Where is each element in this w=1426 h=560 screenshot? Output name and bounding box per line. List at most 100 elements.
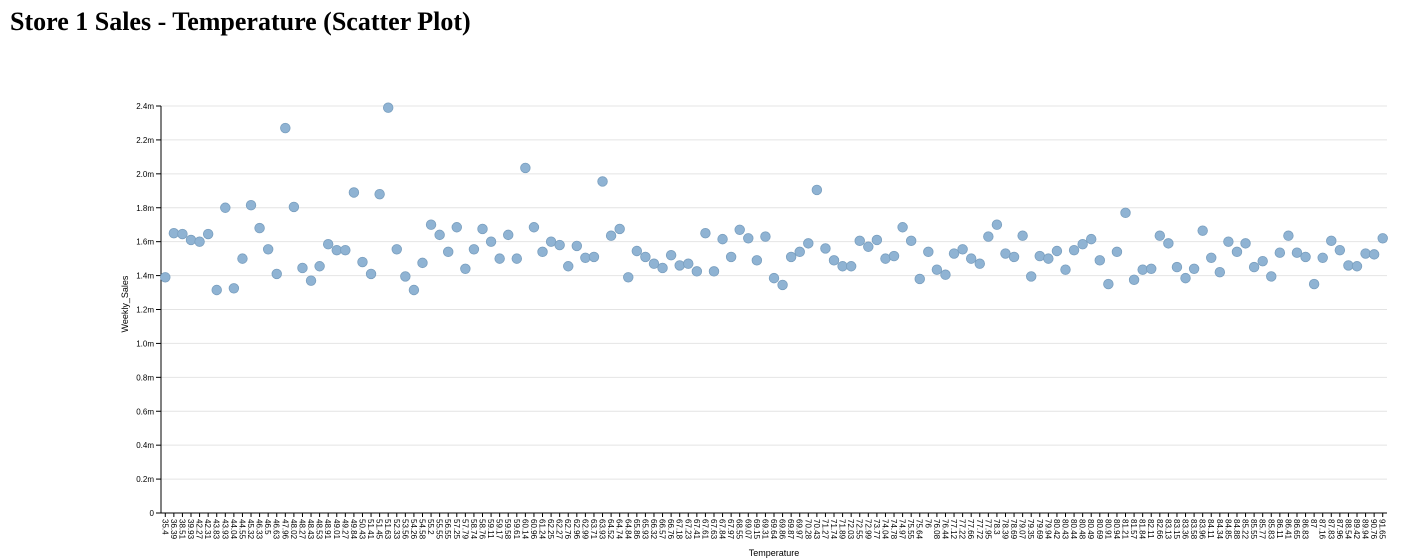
x-tick-label: 57.79 bbox=[460, 519, 469, 540]
x-tick-label: 43.93 bbox=[220, 519, 229, 540]
point bbox=[1231, 246, 1243, 258]
x-tick-label: 62.96 bbox=[572, 519, 581, 540]
point bbox=[905, 235, 917, 247]
x-tick-label: 67.23 bbox=[683, 519, 692, 540]
x-tick-label: 55.55 bbox=[435, 519, 444, 540]
point bbox=[503, 229, 514, 241]
x-tick-label: 83.36 bbox=[1181, 519, 1190, 540]
point bbox=[871, 234, 883, 246]
x-tick-label: 69.87 bbox=[786, 519, 795, 540]
point bbox=[1377, 233, 1388, 244]
x-tick-label: 54.58 bbox=[417, 519, 426, 540]
y-tick-label: 0 bbox=[150, 509, 155, 518]
x-tick-label: 60.96 bbox=[529, 519, 538, 540]
x-tick-label: 62.25 bbox=[546, 519, 555, 540]
x-tick-label: 62.76 bbox=[563, 519, 572, 540]
y-tick-label: 1.2m bbox=[136, 306, 154, 315]
point bbox=[760, 231, 771, 242]
x-tick-label: 84.88 bbox=[1232, 519, 1241, 540]
x-tick-label: 89.42 bbox=[1352, 519, 1361, 540]
point bbox=[863, 241, 874, 252]
x-tick-label: 63.71 bbox=[589, 519, 598, 540]
x-tick-label: 67.41 bbox=[692, 519, 701, 540]
x-tick-label: 78.39 bbox=[1000, 519, 1009, 540]
x-tick-label: 51.63 bbox=[383, 519, 392, 540]
point bbox=[168, 227, 180, 239]
x-tick-label: 75.55 bbox=[906, 519, 915, 540]
point bbox=[717, 233, 728, 245]
point bbox=[648, 258, 660, 269]
point bbox=[160, 272, 171, 283]
x-tick-label: 83.96 bbox=[1198, 519, 1207, 540]
point bbox=[1223, 236, 1234, 247]
x-tick-label: 78.69 bbox=[1009, 519, 1018, 540]
point bbox=[888, 250, 900, 262]
point bbox=[794, 246, 805, 258]
point bbox=[665, 250, 677, 261]
point bbox=[537, 246, 548, 258]
point bbox=[1034, 250, 1045, 262]
point bbox=[957, 244, 968, 255]
point bbox=[563, 261, 574, 272]
x-tick-label: 66.32 bbox=[649, 519, 658, 540]
x-tick-label: 80.49 bbox=[1086, 519, 1095, 540]
x-tick-label: 69.07 bbox=[743, 519, 752, 540]
point bbox=[768, 272, 780, 284]
point bbox=[228, 283, 240, 294]
point bbox=[623, 272, 634, 283]
x-tick-label: 77.22 bbox=[958, 519, 967, 540]
x-tick-label: 59.17 bbox=[495, 519, 504, 540]
x-tick-label: 44.55 bbox=[237, 519, 246, 540]
x-tick-label: 85.77 bbox=[1258, 519, 1267, 540]
x-tick-label: 57.25 bbox=[452, 519, 461, 540]
x-tick-label: 67.18 bbox=[675, 519, 684, 540]
point bbox=[1008, 251, 1020, 263]
point bbox=[811, 184, 823, 196]
point bbox=[991, 219, 1003, 230]
y-tick-label: 2.0m bbox=[136, 170, 154, 179]
x-tick-label: 83.58 bbox=[1189, 519, 1198, 540]
x-tick-label: 81.84 bbox=[1138, 519, 1147, 540]
point bbox=[1188, 263, 1200, 275]
point bbox=[674, 260, 685, 271]
x-tick-label: 68.55 bbox=[735, 519, 744, 540]
point bbox=[1051, 245, 1063, 257]
point bbox=[331, 244, 342, 256]
point bbox=[1334, 244, 1346, 256]
point bbox=[1368, 249, 1380, 260]
point bbox=[1163, 238, 1174, 249]
x-tick-label: 42.31 bbox=[203, 519, 212, 540]
x-tick-label: 65.93 bbox=[640, 519, 649, 540]
x-tick-label: 79.94 bbox=[1043, 519, 1052, 540]
point bbox=[923, 246, 934, 258]
x-tick-label: 80.94 bbox=[1112, 519, 1121, 540]
point bbox=[700, 227, 711, 239]
x-tick-label: 48.53 bbox=[315, 519, 324, 540]
point bbox=[391, 244, 402, 255]
x-tick-label: 82.66 bbox=[1155, 519, 1164, 540]
point bbox=[743, 233, 754, 244]
x-tick-label: 81.57 bbox=[1129, 519, 1138, 540]
point bbox=[1360, 248, 1371, 259]
point bbox=[262, 244, 274, 255]
x-tick-label: 86.41 bbox=[1283, 519, 1292, 540]
point bbox=[854, 235, 865, 247]
point bbox=[1266, 271, 1277, 282]
x-tick-label: 81.21 bbox=[1121, 519, 1130, 540]
point bbox=[220, 202, 231, 213]
point bbox=[948, 248, 960, 259]
y-tick-label: 1.6m bbox=[136, 238, 154, 247]
point bbox=[751, 255, 763, 266]
point bbox=[880, 253, 891, 264]
x-tick-label: 63.93 bbox=[598, 519, 607, 540]
x-tick-label: 73.77 bbox=[872, 519, 881, 540]
point bbox=[245, 200, 257, 211]
x-tick-label: 62.27 bbox=[555, 519, 564, 540]
point bbox=[305, 275, 317, 286]
point bbox=[528, 222, 540, 233]
point bbox=[382, 102, 394, 113]
point bbox=[194, 236, 205, 247]
point bbox=[425, 219, 437, 230]
x-tick-label: 74.78 bbox=[889, 519, 898, 540]
